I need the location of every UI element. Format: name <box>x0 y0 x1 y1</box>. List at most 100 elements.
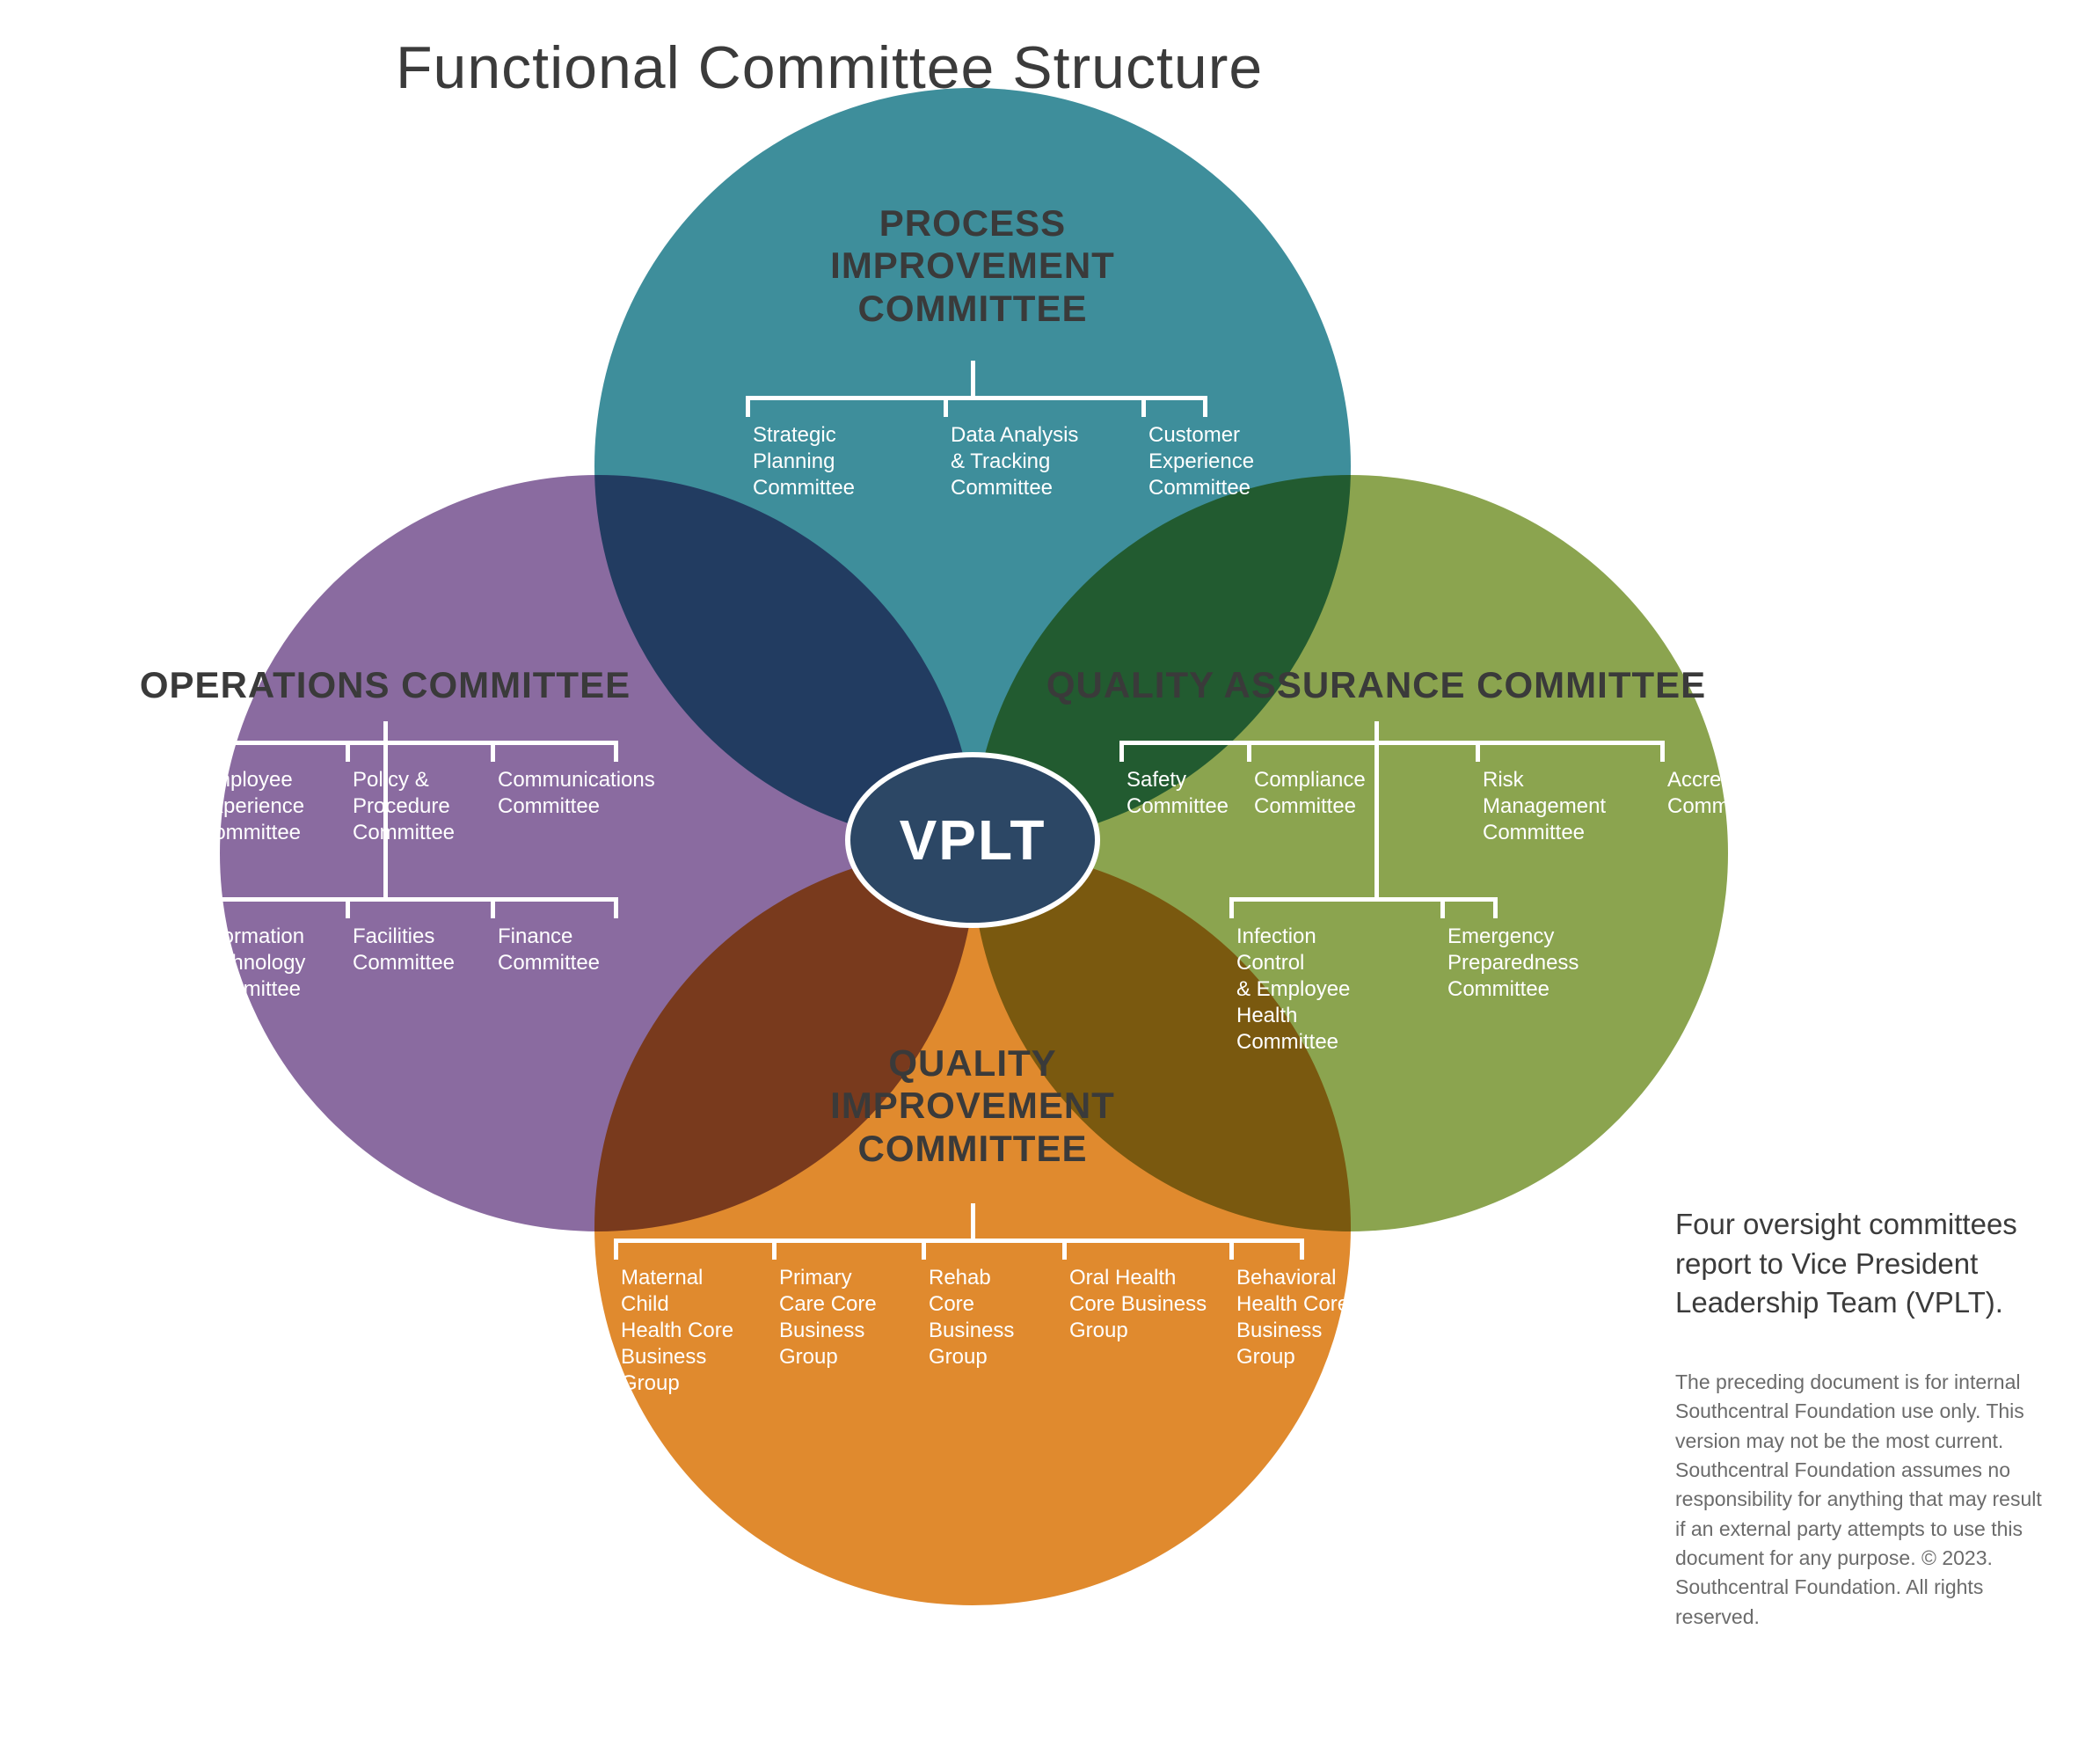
committee-qi-sub-0-0-line: Health Core <box>621 1318 733 1344</box>
committee-process-title-line: COMMITTEE <box>533 288 1412 330</box>
caption-text: Four oversight committees report to Vice… <box>1675 1205 2053 1323</box>
committee-operations-title-line: OPERATIONS COMMITTEE <box>0 664 825 706</box>
committee-qi-sub-0-4-line: Group <box>1236 1344 1349 1370</box>
committee-qa-cap-0-1 <box>1660 741 1665 762</box>
committee-qa-title-line: QUALITY ASSURANCE COMMITTEE <box>937 664 1816 706</box>
committee-qi-sub-0-1-line: Primary <box>779 1265 877 1291</box>
committee-process-sub-0-1-line: & Tracking <box>951 449 1078 475</box>
committee-process-sub-0-0-line: Committee <box>753 475 855 501</box>
committee-process-sub-0-2-line: Committee <box>1148 475 1254 501</box>
committee-process-sub-0-1-line: Committee <box>951 475 1078 501</box>
committee-qa-title: QUALITY ASSURANCE COMMITTEE <box>937 664 1816 706</box>
committee-operations-sub-0-1: Policy &ProcedureCommittee <box>353 767 455 846</box>
committee-qi-sub-0-2: RehabCoreBusinessGroup <box>929 1265 1014 1370</box>
committee-process-cap-0-1 <box>1203 396 1207 417</box>
committee-process-title-line: PROCESS <box>533 202 1412 245</box>
committee-process-trunk <box>971 361 975 396</box>
committee-qi-sub-0-3: Oral HealthCore BusinessGroup <box>1069 1265 1207 1344</box>
committee-qa-sub-1-1: EmergencyPreparednessCommittee <box>1447 924 1579 1003</box>
committee-qa-sub-1-1-line: Preparedness <box>1447 950 1579 976</box>
diagram-stage: Functional Committee StructureVPLTPROCES… <box>0 0 2100 1761</box>
committee-qa-bar-0 <box>1121 741 1662 745</box>
committee-qi-title-line: IMPROVEMENT <box>533 1085 1412 1127</box>
committee-operations-tick-0-2 <box>491 741 495 762</box>
committee-qa-sub-1-0-line: Infection <box>1236 924 1350 950</box>
committee-qa-sub-0-3: AccreditationCommittee <box>1667 767 1790 820</box>
committee-qa-sub-0-2-line: Risk <box>1483 767 1606 793</box>
committee-qi-sub-0-2-line: Business <box>929 1318 1014 1344</box>
committee-qi-trunk <box>971 1203 975 1239</box>
committee-operations-sub-0-1-line: Procedure <box>353 793 455 820</box>
committee-qi-sub-0-4-line: Behavioral <box>1236 1265 1349 1291</box>
committee-qa-sub-1-1-line: Committee <box>1447 976 1579 1003</box>
committee-qi-sub-0-2-line: Group <box>929 1344 1014 1370</box>
committee-process-tick-0-2 <box>1141 396 1146 417</box>
committee-operations-tick-1-1 <box>346 897 350 918</box>
committee-qa-sub-0-0-line: Committee <box>1127 793 1229 820</box>
committee-qi-sub-0-0-line: Child <box>621 1291 733 1318</box>
committee-process-sub-0-1-line: Data Analysis <box>951 422 1078 449</box>
committee-operations-sub-0-2-line: Committee <box>498 793 655 820</box>
committee-operations-sub-0-0-line: Committee <box>199 820 304 846</box>
committee-operations-sub-1-2-line: Finance <box>498 924 600 950</box>
committee-process-title-line: IMPROVEMENT <box>533 245 1412 287</box>
committee-operations-title: OPERATIONS COMMITTEE <box>0 664 825 706</box>
committee-qa-sub-0-1-line: Committee <box>1254 793 1366 820</box>
committee-qi-sub-0-4-line: Health Core <box>1236 1291 1349 1318</box>
committee-qa-tick-0-2 <box>1476 741 1480 762</box>
committee-operations-sub-0-0: EmployeeExperienceCommittee <box>199 767 304 846</box>
committee-process-sub-0-2: CustomerExperienceCommittee <box>1148 422 1254 501</box>
committee-qi-tick-0-1 <box>772 1239 777 1260</box>
committee-qa-sub-0-2: RiskManagementCommittee <box>1483 767 1606 846</box>
committee-process-sub-0-1: Data Analysis& TrackingCommittee <box>951 422 1078 501</box>
committee-qi-cap-0-0 <box>614 1239 618 1260</box>
committee-qa-sub-0-1: ComplianceCommittee <box>1254 767 1366 820</box>
committee-qa-cap-1-1 <box>1493 897 1498 918</box>
committee-operations-cap-0-0 <box>192 741 196 762</box>
committee-qi-sub-0-3-line: Core Business <box>1069 1291 1207 1318</box>
committee-operations-sub-1-0-line: Technology <box>199 950 305 976</box>
committee-process-sub-0-2-line: Experience <box>1148 449 1254 475</box>
committee-process-sub-0-0-line: Strategic <box>753 422 855 449</box>
committee-qi-tick-0-2 <box>922 1239 926 1260</box>
committee-process-tick-0-1 <box>944 396 948 417</box>
committee-process-bar-0 <box>747 396 1205 400</box>
committee-qi-sub-0-0-line: Maternal <box>621 1265 733 1291</box>
committee-qa-trunk <box>1374 721 1379 897</box>
committee-operations-sub-0-2: CommunicationsCommittee <box>498 767 655 820</box>
committee-qi-tick-0-4 <box>1229 1239 1234 1260</box>
disclaimer-text: The preceding document is for internal S… <box>1675 1368 2053 1632</box>
committee-qa-sub-1-0-line: Control <box>1236 950 1350 976</box>
committee-operations-sub-1-0-line: Information <box>199 924 305 950</box>
committee-operations-sub-0-1-line: Committee <box>353 820 455 846</box>
committee-qi-sub-0-1-line: Business <box>779 1318 877 1344</box>
committee-qa-sub-1-0-line: Health <box>1236 1003 1350 1029</box>
committee-operations-cap-1-0 <box>192 897 196 918</box>
committee-qi-bar-0 <box>616 1239 1302 1243</box>
committee-qi-sub-0-1: PrimaryCare CoreBusinessGroup <box>779 1265 877 1370</box>
committee-qi-tick-0-3 <box>1062 1239 1067 1260</box>
committee-operations-sub-1-0: InformationTechnologyCommittee <box>199 924 305 1003</box>
committee-operations-cap-0-1 <box>614 741 618 762</box>
committee-qi-sub-0-2-line: Core <box>929 1291 1014 1318</box>
committee-qi-sub-0-4: BehavioralHealth CoreBusinessGroup <box>1236 1265 1349 1370</box>
committee-process-cap-0-0 <box>746 396 750 417</box>
committee-operations-sub-0-2-line: Communications <box>498 767 655 793</box>
committee-qi-title-line: QUALITY <box>533 1042 1412 1085</box>
committee-process-sub-0-2-line: Customer <box>1148 422 1254 449</box>
committee-qa-sub-1-1-line: Emergency <box>1447 924 1579 950</box>
committee-qi-title-line: COMMITTEE <box>533 1128 1412 1170</box>
committee-qi-sub-0-0-line: Group <box>621 1370 733 1397</box>
committee-operations-tick-0-1 <box>346 741 350 762</box>
committee-qa-sub-0-2-line: Management <box>1483 793 1606 820</box>
committee-qi-sub-0-3-line: Oral Health <box>1069 1265 1207 1291</box>
committee-qa-bar-1 <box>1231 897 1495 902</box>
committee-process-sub-0-0: StrategicPlanningCommittee <box>753 422 855 501</box>
committee-qa-sub-1-0-line: & Employee <box>1236 976 1350 1003</box>
committee-qi-sub-0-0-line: Business <box>621 1344 733 1370</box>
committee-operations-sub-1-2-line: Committee <box>498 950 600 976</box>
committee-qi-cap-0-1 <box>1300 1239 1304 1260</box>
committee-qa-sub-0-0: SafetyCommittee <box>1127 767 1229 820</box>
committee-qi-sub-0-1-line: Group <box>779 1344 877 1370</box>
committee-qa-tick-0-1 <box>1247 741 1251 762</box>
